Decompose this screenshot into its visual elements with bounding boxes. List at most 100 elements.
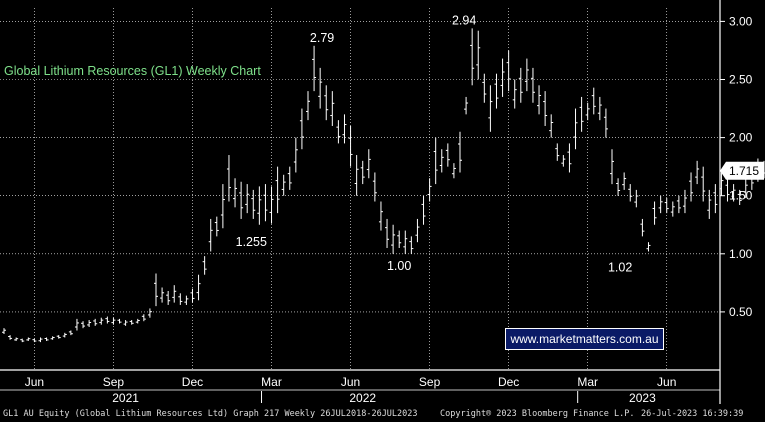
ohlc-bar [62,332,67,338]
ohlc-bar [324,85,329,121]
ohlc-bar [318,67,323,109]
price-annotation: 2.94 [452,13,476,27]
ohlc-bar [342,114,347,144]
ohlc-bar [555,143,560,161]
ohlc-bars [2,28,765,343]
ohlc-bar [415,218,420,243]
ohlc-bar [646,242,651,252]
ohlc-bar [622,172,627,190]
footer-timestamp: 26-Jul-2023 16:39:39 [641,409,744,419]
ohlc-bar [160,287,165,303]
ohlc-bar [676,195,681,214]
ohlc-bar [336,120,341,144]
ohlc-bar [306,91,310,121]
ohlc-bar [689,172,694,202]
ohlc-bar [372,172,377,202]
ohlc-bar [105,316,110,324]
axes: 0.50 1.00 1.50 2.00 2.50 3.00 Jun Sep Dec Mar Jun S… [0,0,753,404]
ohlc-bar [561,155,566,167]
ohlc-bar [245,184,250,214]
ohlc-bar [154,273,158,307]
ohlc-bar [44,337,49,341]
x-year-label: 2022 [349,391,376,404]
ohlc-bar [220,184,225,229]
ohlc-bar [445,143,450,167]
ohlc-bar [269,186,274,224]
ohlc-bar [99,317,104,325]
ohlc-bar [20,338,25,343]
status-footer: GL1 AU Equity (Global Lithium Resources … [0,404,765,422]
ohlc-bar [403,230,408,254]
ohlc-bar [68,330,73,336]
ohlc-bar [543,91,548,126]
ohlc-bar [147,308,152,318]
ohlc-bar [50,336,55,340]
ohlc-bar [287,166,292,190]
ohlc-bar [616,178,621,196]
footer-security: GL1 AU Equity (Global Lithium Resources … [3,409,418,419]
ohlc-bar [196,274,201,301]
ohlc-bar [184,295,189,305]
ohlc-bar [537,85,542,115]
ohlc-bar [141,314,146,322]
ohlc-bar [670,201,675,217]
x-tick-label: Mar [577,375,598,389]
x-tick-label: Sep [419,375,441,389]
ohlc-bar [208,218,213,252]
last-price-label: 1.715 [729,164,759,178]
ohlc-bar [360,160,365,185]
last-price-tag: 1.715 [720,161,764,180]
ohlc-bar [330,91,335,126]
ohlc-bar [56,335,61,339]
x-year-label: 2023 [629,391,656,404]
ohlc-bar [166,290,171,305]
chart-title: Global Lithium Resources (GL1) Weekly Ch… [4,64,261,78]
price-chart: 0.50 1.00 1.50 2.00 2.50 3.00 Jun Sep Dec Mar Jun S… [0,0,765,404]
ohlc-bar [226,155,231,202]
ohlc-bar [701,166,706,202]
ohlc-bar [597,96,602,121]
ohlc-bar [579,96,584,132]
x-year-label: 2021 [112,391,139,404]
ohlc-bar [263,184,268,222]
footer-copyright: Copyright® 2023 Bloomberg Finance L.P. [440,409,635,419]
gridlines [0,8,720,370]
ohlc-bar [725,178,730,202]
ohlc-bar [87,320,92,328]
ohlc-bar [506,50,511,92]
price-annotation: 1.255 [236,235,267,249]
ohlc-bar [111,317,116,325]
ohlc-bar [74,318,79,331]
ohlc-bar [591,87,596,115]
ohlc-bar [202,256,207,275]
ohlc-bar [117,318,122,324]
ohlc-bar [664,198,669,214]
ohlc-bar [397,230,402,248]
ohlc-bar [81,321,86,329]
ohlc-bar [190,288,195,303]
annotations: 2.79 2.94 1.255 1.00 1.02 1.715 [236,13,764,274]
ohlc-bar [354,155,359,196]
ohlc-bar [239,181,244,219]
ohlc-bar [482,73,487,103]
ohlc-bar [129,320,134,325]
ohlc-bar [8,335,13,340]
ohlc-bar [488,85,493,132]
ohlc-bar [470,28,475,86]
ohlc-bar [585,102,590,121]
x-tick-label: Jun [657,375,676,389]
ohlc-bar [427,178,432,202]
ohlc-bar [32,338,37,343]
ohlc-bar [26,337,31,341]
ohlc-bar [549,114,554,138]
ohlc-bar [476,30,481,80]
ohlc-bar [172,285,177,303]
ohlc-bar [743,178,748,199]
ohlc-bar [38,337,43,343]
ohlc-bar [682,189,687,214]
ohlc-bar [178,293,183,305]
x-tick-label: Sep [103,375,125,389]
watermark-url[interactable]: www.marketmatters.com.au [505,328,664,350]
ohlc-bar [603,108,608,138]
ohlc-bar [640,218,645,237]
